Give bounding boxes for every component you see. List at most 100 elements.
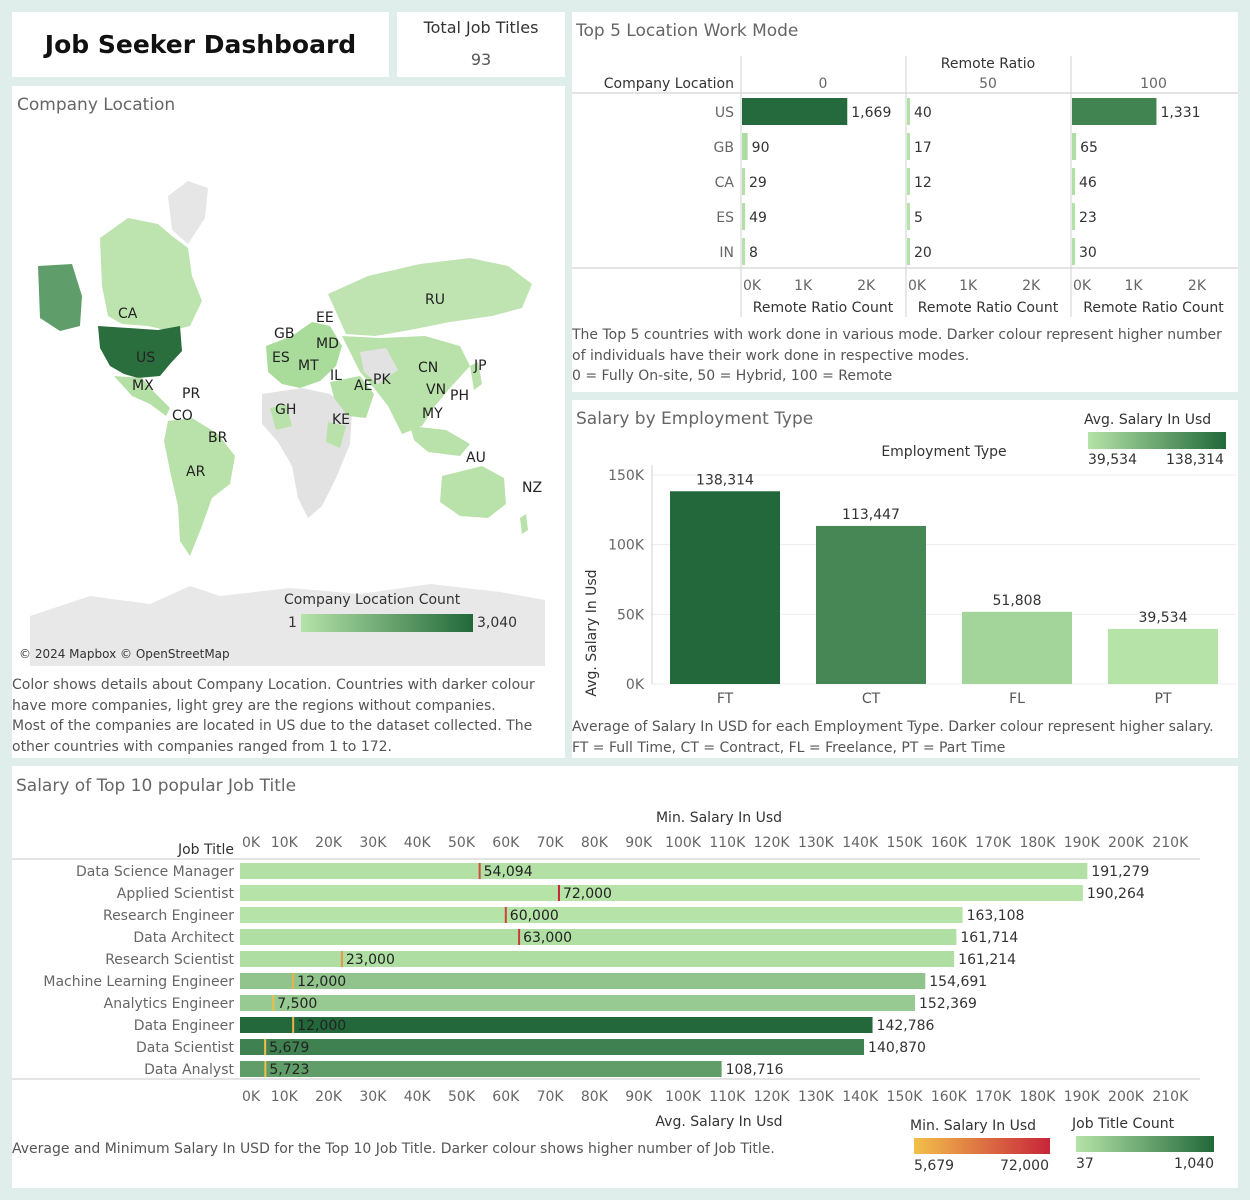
jt-min-marker[interactable] <box>292 973 295 989</box>
jt-bottom-tick: 10K <box>271 1089 299 1105</box>
employment-title: Salary by Employment Type <box>576 409 814 429</box>
jt-min-marker[interactable] <box>292 1017 295 1033</box>
wm-bar-50-us[interactable] <box>907 98 910 125</box>
jt-avg-bar[interactable] <box>240 995 915 1011</box>
emp-legend-min: 39,534 <box>1088 452 1137 468</box>
jt-avg-bar[interactable] <box>240 907 963 923</box>
jt-top-tick: 30K <box>359 835 387 851</box>
emp-value-label: 138,314 <box>696 472 754 488</box>
jt-min-label: 12,000 <box>297 974 346 990</box>
jt-min-marker[interactable] <box>340 951 343 967</box>
wm-x-tick: 1K <box>959 278 978 294</box>
wm-bar-0-us[interactable] <box>742 98 848 125</box>
emp-value-label: 39,534 <box>1139 610 1188 626</box>
asia-gray <box>360 348 398 384</box>
jt-count-legend-gradient <box>1076 1136 1214 1152</box>
jt-avg-label: 140,870 <box>868 1040 926 1056</box>
jt-avg-bar[interactable] <box>240 1017 873 1033</box>
jt-top-tick: 20K <box>315 835 343 851</box>
jt-count-legend-high: 1,040 <box>1174 1156 1215 1172</box>
jt-min-marker[interactable] <box>264 1061 267 1077</box>
emp-bar-ct[interactable] <box>816 525 926 684</box>
emp-bar-ft[interactable] <box>670 491 780 684</box>
wm-value-label: 46 <box>1079 175 1097 191</box>
wm-bar-50-es[interactable] <box>907 203 910 230</box>
wm-x-axis-label: Remote Ratio Count <box>1083 300 1224 316</box>
wm-bar-0-gb[interactable] <box>742 133 748 160</box>
title-panel: Job Seeker Dashboard <box>12 12 389 77</box>
emp-legend-title: Avg. Salary In Usd <box>1084 412 1212 428</box>
wm-bar-100-in[interactable] <box>1072 238 1075 265</box>
emp-bar-fl[interactable] <box>962 611 1072 684</box>
jt-category-label: Research Scientist <box>105 952 234 968</box>
south-america-shape <box>164 418 235 556</box>
job-title-panel: Salary of Top 10 popular Job Title Min. … <box>12 766 1238 1188</box>
jt-bottom-tick: 170K <box>975 1089 1012 1105</box>
jt-top-tick: 60K <box>492 835 520 851</box>
wm-bar-0-ca[interactable] <box>742 168 745 195</box>
jt-bottom-tick: 110K <box>709 1089 746 1105</box>
jt-min-marker[interactable] <box>504 907 507 923</box>
alaska-shape <box>38 264 82 331</box>
jt-min-legend-gradient <box>914 1138 1050 1154</box>
wm-value-label: 1,669 <box>851 105 891 121</box>
wm-bar-100-gb[interactable] <box>1072 133 1077 160</box>
jt-top-tick: 70K <box>537 835 565 851</box>
jt-min-marker[interactable] <box>264 1039 267 1055</box>
wm-x-tick: 0K <box>1073 278 1092 294</box>
map-note-line: Most of the companies are located in US … <box>12 718 533 734</box>
wm-bar-50-in[interactable] <box>907 238 910 265</box>
jt-min-marker[interactable] <box>518 929 521 945</box>
jt-avg-bar[interactable] <box>240 885 1083 901</box>
jt-min-marker[interactable] <box>478 863 481 879</box>
jt-avg-bar[interactable] <box>240 1061 722 1077</box>
wm-bar-100-us[interactable] <box>1072 98 1157 125</box>
jt-bottom-tick: 100K <box>665 1089 702 1105</box>
country-label-mx: MX <box>132 378 154 394</box>
jt-min-marker[interactable] <box>557 885 560 901</box>
jt-top-tick: 200K <box>1108 835 1145 851</box>
country-label-nz: NZ <box>522 480 542 496</box>
jt-avg-bar[interactable] <box>240 973 926 989</box>
jt-min-label: 63,000 <box>523 930 572 946</box>
wm-category-es: ES <box>716 210 734 226</box>
jt-bottom-tick: 130K <box>798 1089 835 1105</box>
country-label-br: BR <box>208 430 228 446</box>
wm-bar-50-gb[interactable] <box>907 133 910 160</box>
map-note-line: have more companies, light grey are the … <box>12 697 496 714</box>
wm-value-label: 65 <box>1080 140 1098 156</box>
wm-bar-100-es[interactable] <box>1072 203 1075 230</box>
jt-bottom-tick: 30K <box>359 1089 387 1105</box>
jt-top-tick: 50K <box>448 835 476 851</box>
wm-value-label: 17 <box>914 140 932 156</box>
jt-avg-bar[interactable] <box>240 951 955 967</box>
jt-category-label: Data Science Manager <box>76 864 234 880</box>
emp-y-tick: 100K <box>608 538 645 554</box>
emp-legend-max: 138,314 <box>1166 452 1224 468</box>
wm-value-label: 49 <box>749 210 767 226</box>
world-map[interactable]: CA US MX PR CO BR AR GB ES EE MD MT IL AE PK GH KE RU CN VN… <box>30 126 545 666</box>
country-label-ae: AE <box>354 378 372 394</box>
jt-min-marker[interactable] <box>272 995 275 1011</box>
wm-bar-50-ca[interactable] <box>907 168 910 195</box>
jt-bottom-tick: 210K <box>1152 1089 1189 1105</box>
emp-column-header: Employment Type <box>881 444 1006 460</box>
jt-min-label: 72,000 <box>563 886 612 902</box>
wm-bar-0-es[interactable] <box>742 203 746 230</box>
jt-min-label: 23,000 <box>346 952 395 968</box>
jt-avg-bar[interactable] <box>240 1039 865 1055</box>
wm-category-in: IN <box>719 245 734 261</box>
country-label-jp: JP <box>473 358 487 374</box>
job-title-chart-title: Salary of Top 10 popular Job Title <box>16 776 297 796</box>
wm-x-axis-label: Remote Ratio Count <box>753 300 894 316</box>
dashboard-title: Job Seeker Dashboard <box>44 30 357 59</box>
jt-avg-bar[interactable] <box>240 863 1088 879</box>
jt-avg-bar[interactable] <box>240 929 957 945</box>
wm-bar-100-ca[interactable] <box>1072 168 1075 195</box>
wm-bar-0-in[interactable] <box>742 238 745 265</box>
jt-min-label: 7,500 <box>277 996 317 1012</box>
emp-bar-pt[interactable] <box>1108 628 1218 684</box>
jt-bottom-tick: 180K <box>1019 1089 1056 1105</box>
wm-x-tick: 2K <box>857 278 876 294</box>
map-panel: Company Location <box>12 86 565 758</box>
